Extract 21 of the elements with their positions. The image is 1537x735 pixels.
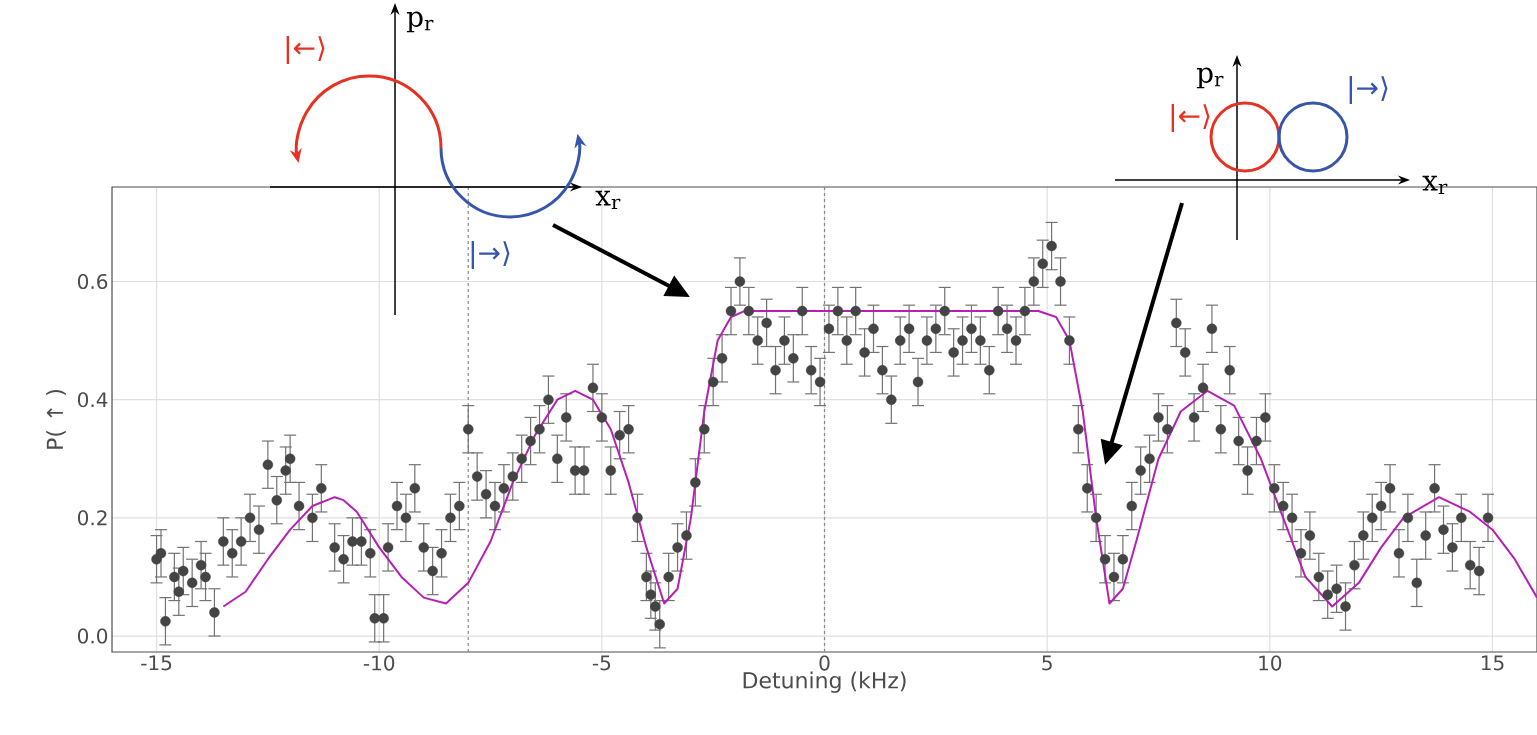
- text: p$_{r}$: [406, 11, 434, 33]
- annotation: x$_{r}$: [595, 190, 621, 210]
- x-tick-label: 15: [1481, 655, 1504, 671]
- x-tick-label: 0: [819, 655, 830, 671]
- x-axis-title: Detuning (kHz): [743, 671, 906, 693]
- annotation: x$_{r}$: [1422, 175, 1448, 195]
- x-tick-label: 5: [1042, 655, 1052, 671]
- y-tick-label: 0.6: [77, 273, 108, 290]
- x-tick-label: -10: [363, 655, 395, 671]
- text: |→⟩: [1349, 75, 1388, 104]
- x-tick-label: -5: [592, 655, 611, 671]
- y-axis-title: P( ↑ ): [46, 389, 66, 449]
- y-tick-label: 0.2: [77, 510, 107, 526]
- y-tick-label: 0.4: [77, 392, 108, 408]
- x-tick-label: 10: [1259, 655, 1282, 671]
- y-tick-label: 0.0: [77, 628, 108, 644]
- text: |←⟩: [1171, 103, 1210, 132]
- text: p$_{r}$: [1196, 67, 1224, 89]
- x-tick-label: -15: [141, 655, 172, 671]
- annotation: |→⟩: [471, 240, 510, 269]
- text: |←⟩: [286, 35, 325, 64]
